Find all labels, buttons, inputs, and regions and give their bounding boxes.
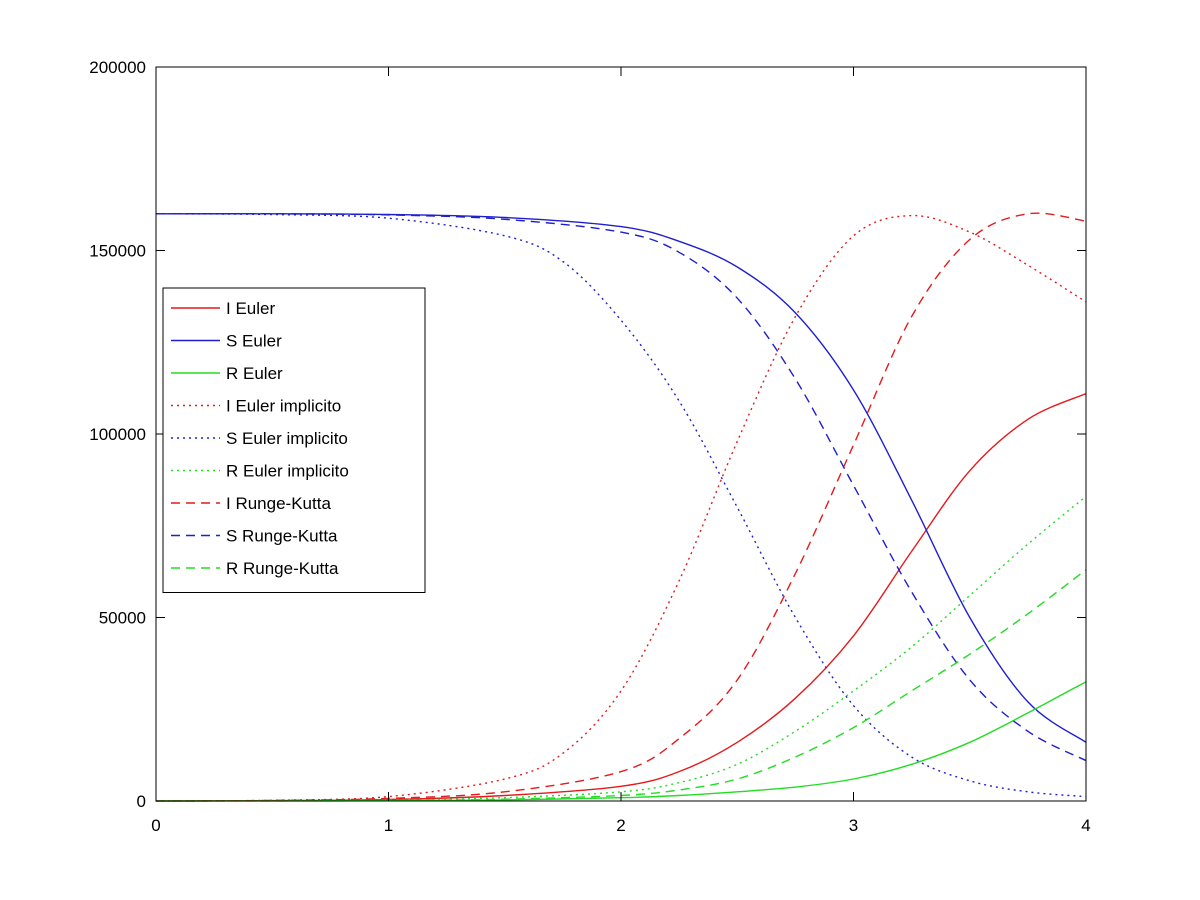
series-line-4 [155,213,1087,798]
legend-entry-label: S Runge-Kutta [226,527,338,546]
series-line-8 [155,569,1087,802]
x-tick-label: 1 [384,816,393,835]
legend-entry-label: I Euler implicito [226,397,341,416]
legend-entry-label: S Euler implicito [226,429,348,448]
legend-entry-label: I Runge-Kutta [226,494,331,513]
legend-box [162,287,426,593]
y-tick-label: 100000 [89,425,146,444]
x-tick-label: 2 [616,816,625,835]
x-tick-label: 0 [151,816,160,835]
legend-entry-label: R Runge-Kutta [226,559,339,578]
legend-entry-label: S Euler [226,332,282,351]
y-tick-label: 50000 [99,609,146,628]
x-tick-label: 4 [1081,816,1090,835]
y-tick-label: 200000 [89,58,146,77]
series-line-0 [155,392,1087,802]
series-line-2 [155,681,1087,802]
series-line-7 [155,213,1087,762]
legend-entry-label: I Euler [226,299,275,318]
legend: I Euler S Euler R Euler I Euler implicito S … [162,287,426,593]
y-tick-label: 0 [137,792,146,811]
legend-entry-label: R Euler implicito [226,462,349,481]
y-tick-label: 150000 [89,242,146,261]
legend-entry-label: R Euler [226,364,283,383]
x-tick-label: 3 [849,816,858,835]
ticks-layer: 0 1 2 3 4 0 50000 100000 150000 200000 [89,58,1090,835]
